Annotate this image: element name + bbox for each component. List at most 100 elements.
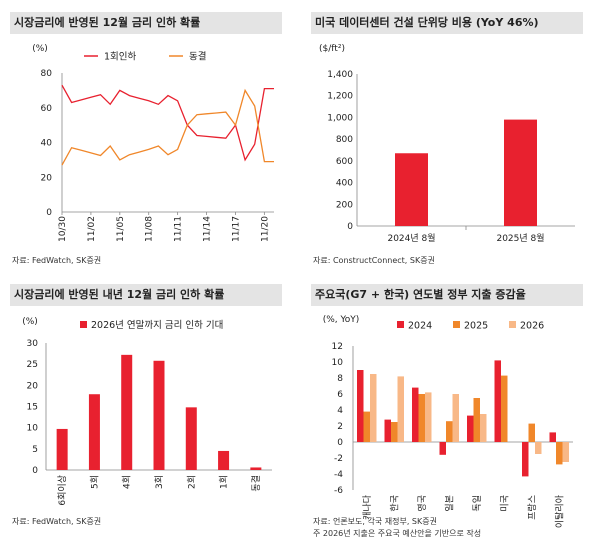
panel-rate-cut-dec: 시장금리에 반영된 12월 금리 인하 확률 (%) 0 20 40 60 80 10/30… <box>10 12 282 266</box>
legend-swatch <box>80 321 87 328</box>
y-tick-label: 60 <box>41 104 53 114</box>
legend-swatch <box>453 321 460 328</box>
bar-2026 <box>562 442 569 462</box>
chart-source: 자료: 언론보도, 각국 재정부, SK증권 <box>313 517 437 526</box>
chart-title: 시장금리에 반영된 내년 12월 금리 인하 확률 <box>10 284 282 306</box>
legend-label: 2024 <box>408 321 432 332</box>
legend-label: 1회인하 <box>104 51 137 63</box>
bar-2025 <box>391 422 398 442</box>
bar <box>56 428 68 470</box>
bar <box>88 394 100 470</box>
bar-2024 <box>357 370 364 442</box>
x-tick-label: 11/14 <box>203 216 213 242</box>
bar <box>504 119 537 226</box>
x-tick-label: 동결 <box>251 475 262 492</box>
grouped-bar-chart: (%, YoY) -6 -4 -2 0 2 4 6 8 10 12 캐나다 한국 영국 일본 독일 미국 프랑스 이… <box>323 315 573 528</box>
bar <box>395 153 428 226</box>
y-tick-label: 1,200 <box>327 92 353 102</box>
chart-source: 자료: FedWatch, SK증권 <box>12 517 102 526</box>
y-tick-label: 600 <box>336 157 353 167</box>
y-tick-label: 0 <box>46 208 52 218</box>
bar-chart: (%) 0 5 10 15 20 25 30 6회이상 5회 4회 3회 2회 1회 동결 2026년 연말까… <box>22 317 272 506</box>
panel-gov-spending: 주요국(G7 + 한국) 연도별 정부 지출 증감율 (%, YoY) -6 -4 -… <box>311 284 583 544</box>
y-tick-label: 12 <box>332 342 343 352</box>
bar-2026 <box>452 394 459 442</box>
y-tick-label: 15 <box>27 403 38 413</box>
bar-2026 <box>425 392 432 442</box>
y-tick-label: -4 <box>334 470 343 480</box>
y-tick-label: 40 <box>41 139 53 149</box>
chart-source: 자료: ConstructConnect, SK증권 <box>313 256 435 265</box>
series-line-1 <box>61 84 274 162</box>
y-tick-label: 0 <box>32 466 38 476</box>
bar <box>121 354 133 470</box>
line-chart: (%) 0 20 40 60 80 10/30 11/02 11/05 11/08 11/11 11/… <box>32 44 274 242</box>
bar-2025 <box>446 421 453 442</box>
bar-2025 <box>473 398 480 442</box>
y-tick-label: 10 <box>27 424 39 434</box>
x-tick-label: 5회 <box>89 475 100 489</box>
y-tick-label: -2 <box>334 454 343 464</box>
chart-title: 주요국(G7 + 한국) 연도별 정부 지출 증감율 <box>311 284 583 306</box>
y-tick-label: 800 <box>336 135 353 145</box>
bar-2025 <box>528 423 535 442</box>
x-tick-label: 11/02 <box>87 216 97 242</box>
x-tick-label: 한국 <box>389 495 400 512</box>
legend-swatch <box>509 321 516 328</box>
chart-title: 시장금리에 반영된 12월 금리 인하 확률 <box>10 12 282 34</box>
legend-label: 2026 <box>520 321 544 332</box>
bar <box>218 450 230 470</box>
chart-source: 자료: FedWatch, SK증권 <box>12 256 102 265</box>
x-tick-label: 독일 <box>472 495 483 512</box>
y-tick-label: 6 <box>337 390 343 400</box>
x-tick-label: 1회 <box>219 475 230 489</box>
x-tick-label: 영국 <box>417 495 428 512</box>
legend-label: 2025 <box>464 321 488 332</box>
y-tick-label: 10 <box>332 358 344 368</box>
chart-title: 미국 데이터센터 건설 단위당 비용 (YoY 46%) <box>311 12 583 34</box>
y-tick-label: 400 <box>336 179 353 189</box>
bar-chart: ($/ft²) 0 200 400 600 800 1,000 1,200 1,400 2024년… <box>319 44 575 244</box>
legend-label: 2026년 연말까지 금리 인하 기대 <box>91 319 223 331</box>
y-unit: (%) <box>32 44 48 54</box>
bar-2025 <box>363 411 370 442</box>
x-tick-label: 11/20 <box>260 216 270 242</box>
series-line-2 <box>61 88 274 166</box>
bar <box>153 360 165 470</box>
x-tick-label: 일본 <box>444 495 455 512</box>
bar-2025 <box>418 394 425 442</box>
y-tick-label: -6 <box>334 486 343 496</box>
y-tick-label: 1,000 <box>327 113 353 123</box>
x-tick-label: 2024년 8월 <box>387 232 435 244</box>
y-tick-label: 80 <box>41 69 53 79</box>
bar-2024 <box>467 415 474 442</box>
y-tick-label: 30 <box>27 339 39 349</box>
bar-2025 <box>501 375 508 442</box>
bar <box>185 407 197 470</box>
y-unit: ($/ft²) <box>319 44 345 54</box>
x-tick-label: 11/11 <box>174 216 184 242</box>
y-tick-label: 1,400 <box>327 70 353 80</box>
x-tick-label: 11/08 <box>145 216 155 242</box>
y-tick-label: 8 <box>337 374 343 384</box>
panel-rate-cut-next-dec: 시장금리에 반영된 내년 12월 금리 인하 확률 (%) 0 5 10 15 20 25 3… <box>10 284 282 538</box>
y-tick-label: 4 <box>337 406 343 416</box>
x-tick-label: 캐나다 <box>362 494 373 520</box>
x-tick-label: 2회 <box>186 475 197 489</box>
y-unit: (%, YoY) <box>323 315 360 325</box>
y-tick-label: 20 <box>41 173 53 183</box>
bar-2026 <box>397 376 404 442</box>
bar <box>250 467 262 470</box>
bar-2024 <box>549 432 556 442</box>
y-tick-label: 0 <box>337 438 343 448</box>
y-tick-label: 25 <box>27 360 38 370</box>
x-tick-label: 미국 <box>499 495 510 512</box>
y-unit: (%) <box>22 317 38 327</box>
y-tick-label: 5 <box>32 445 38 455</box>
bar-2024 <box>439 442 446 455</box>
y-tick-label: 0 <box>347 222 353 232</box>
bar-2025 <box>556 442 563 465</box>
chart-note: 주 2026년 지출은 주요국 예산안을 기반으로 작성 <box>313 529 482 538</box>
bar-2024 <box>494 360 501 442</box>
bar-2026 <box>535 442 542 454</box>
